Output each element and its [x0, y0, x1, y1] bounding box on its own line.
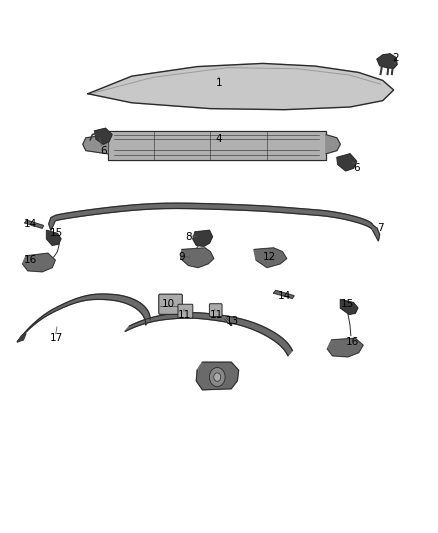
Text: 2: 2 [392, 53, 399, 62]
Text: 8: 8 [185, 232, 192, 243]
Polygon shape [180, 248, 214, 268]
Text: 15: 15 [341, 298, 354, 309]
Polygon shape [22, 253, 55, 272]
Polygon shape [326, 135, 340, 154]
Polygon shape [95, 128, 112, 144]
Text: 16: 16 [24, 255, 37, 264]
Polygon shape [254, 248, 287, 268]
Text: 1: 1 [215, 78, 223, 88]
Text: 16: 16 [346, 337, 359, 347]
Polygon shape [17, 294, 150, 342]
Text: 15: 15 [50, 228, 63, 238]
Text: 17: 17 [50, 333, 63, 343]
Text: 6: 6 [353, 163, 360, 173]
FancyBboxPatch shape [159, 294, 182, 314]
Text: 10: 10 [162, 298, 175, 309]
Text: 14: 14 [24, 219, 37, 229]
Text: 9: 9 [179, 252, 185, 262]
Text: 4: 4 [215, 134, 223, 144]
Text: 7: 7 [377, 223, 384, 233]
Polygon shape [46, 230, 61, 245]
Polygon shape [108, 131, 326, 160]
Polygon shape [83, 135, 108, 154]
Polygon shape [377, 54, 397, 68]
Polygon shape [196, 362, 239, 390]
FancyBboxPatch shape [209, 304, 222, 317]
Text: 14: 14 [278, 290, 291, 301]
Polygon shape [17, 334, 26, 342]
Text: 13: 13 [226, 316, 239, 326]
Polygon shape [337, 154, 357, 171]
Polygon shape [49, 215, 55, 230]
Polygon shape [193, 230, 212, 246]
Text: 12: 12 [263, 252, 276, 262]
Polygon shape [340, 300, 358, 314]
Polygon shape [25, 220, 43, 228]
FancyBboxPatch shape [178, 304, 193, 318]
Text: 11: 11 [177, 310, 191, 320]
Polygon shape [327, 338, 363, 357]
Polygon shape [274, 290, 294, 298]
Polygon shape [55, 203, 373, 230]
Circle shape [209, 368, 225, 386]
Polygon shape [125, 313, 292, 356]
Polygon shape [373, 225, 380, 241]
Text: 11: 11 [210, 310, 223, 320]
Circle shape [214, 373, 221, 381]
Text: 6: 6 [100, 146, 106, 156]
Polygon shape [88, 63, 394, 110]
